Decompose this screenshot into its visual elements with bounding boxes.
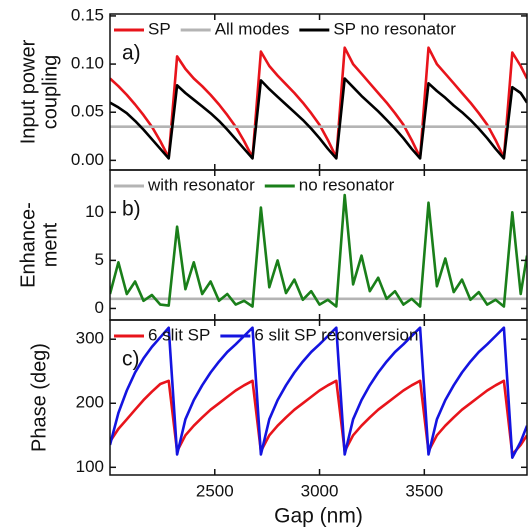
legend-label: 6 slit SP reconversion bbox=[254, 325, 418, 344]
panel-label: c) bbox=[122, 348, 140, 371]
y-tick-label: 0.00 bbox=[71, 150, 104, 169]
panel-label: a) bbox=[122, 42, 141, 65]
x-tick-label: 3500 bbox=[405, 481, 443, 500]
panel-label: b) bbox=[122, 198, 141, 221]
legend-label: SP no resonator bbox=[333, 19, 456, 38]
series-line bbox=[110, 193, 527, 308]
y-tick-label: 5 bbox=[95, 250, 104, 269]
y-tick-label: 300 bbox=[76, 329, 104, 348]
y-tick-label: 0.05 bbox=[71, 102, 104, 121]
series-line bbox=[110, 46, 527, 159]
y-tick-label: 0 bbox=[95, 298, 104, 317]
x-tick-label: 2500 bbox=[196, 481, 234, 500]
y-tick-label: 0.15 bbox=[71, 5, 104, 24]
y-tick-label: 200 bbox=[76, 393, 104, 412]
legend-label: with resonator bbox=[147, 175, 255, 194]
x-tick-label: 3000 bbox=[301, 481, 339, 500]
legend-label: 6 slit SP bbox=[148, 325, 210, 344]
y-tick-label: 0.10 bbox=[71, 54, 104, 73]
series-line bbox=[110, 77, 527, 160]
y-axis-label: Enhance- bbox=[17, 202, 39, 288]
plot-frame bbox=[109, 319, 528, 476]
y-tick-label: 10 bbox=[85, 202, 104, 221]
legend-label: SP bbox=[148, 19, 171, 38]
y-axis-label: Phase (deg) bbox=[28, 343, 50, 452]
series-line bbox=[110, 326, 527, 459]
y-tick-label: 100 bbox=[76, 457, 104, 476]
plot-frame bbox=[109, 13, 528, 171]
y-axis-label: Input power bbox=[17, 39, 39, 144]
legend-label: All modes bbox=[215, 19, 290, 38]
y-axis-label: ment bbox=[39, 222, 61, 267]
x-axis-label: Gap (nm) bbox=[274, 505, 363, 528]
y-axis-label: coupling bbox=[39, 55, 61, 130]
legend-label: no resonator bbox=[299, 175, 395, 194]
